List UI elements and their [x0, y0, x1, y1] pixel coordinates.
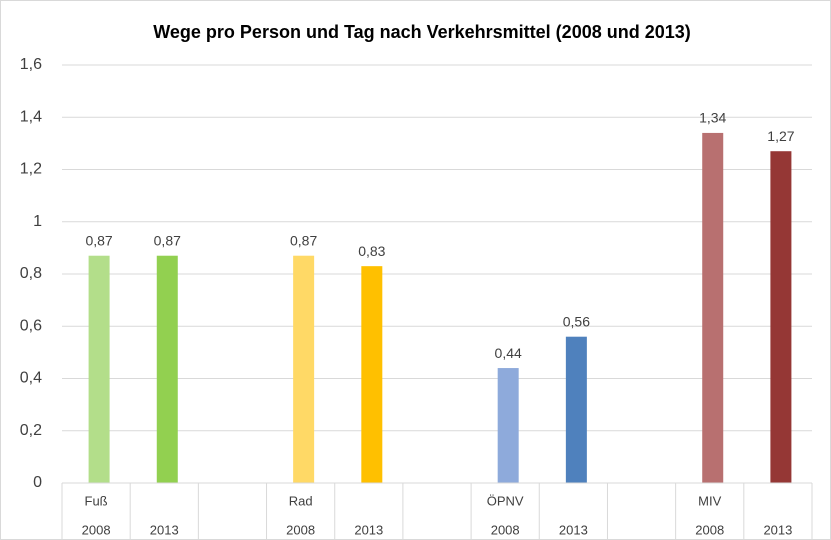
- y-tick-label: 1,4: [20, 108, 42, 125]
- y-tick-label: 1,6: [20, 56, 42, 73]
- bar: [497, 368, 519, 483]
- x-tick-label: 2013: [354, 522, 383, 537]
- y-tick-label: 0: [33, 474, 42, 491]
- group-label: ÖPNV: [487, 493, 524, 508]
- y-tick-label: 1,2: [20, 161, 42, 178]
- x-tick-label: 2008: [286, 522, 315, 537]
- y-tick-label: 1: [33, 213, 42, 230]
- bar: [88, 255, 110, 483]
- x-tick-label: 2008: [491, 522, 520, 537]
- x-tick-label: 2008: [82, 522, 111, 537]
- y-tick-label: 0,4: [20, 370, 42, 387]
- group-label: Fuß: [85, 493, 108, 508]
- x-tick-label: 2013: [559, 522, 588, 537]
- bar: [293, 255, 315, 483]
- data-label: 0,87: [85, 232, 112, 248]
- data-label: 0,56: [563, 313, 590, 329]
- group-label: MIV: [698, 493, 721, 508]
- y-tick-label: 0,6: [20, 317, 42, 334]
- data-label: 0,87: [290, 232, 317, 248]
- x-tick-label: 2008: [695, 522, 724, 537]
- y-tick-label: 0,2: [20, 422, 42, 439]
- data-label: 0,83: [358, 243, 385, 259]
- bar: [770, 151, 792, 483]
- bar: [565, 336, 587, 483]
- chart-title: Wege pro Person und Tag nach Verkehrsmit…: [153, 22, 691, 42]
- group-label: Rad: [289, 493, 313, 508]
- x-tick-label: 2013: [763, 522, 792, 537]
- bar: [702, 132, 724, 484]
- x-tick-label: 2013: [150, 522, 179, 537]
- data-label: 1,27: [767, 128, 794, 144]
- bar: [156, 255, 178, 483]
- bar: [361, 266, 383, 483]
- data-label: 1,34: [699, 110, 726, 126]
- y-tick-label: 0,8: [20, 265, 42, 282]
- data-label: 0,87: [154, 232, 181, 248]
- data-label: 0,44: [495, 345, 522, 361]
